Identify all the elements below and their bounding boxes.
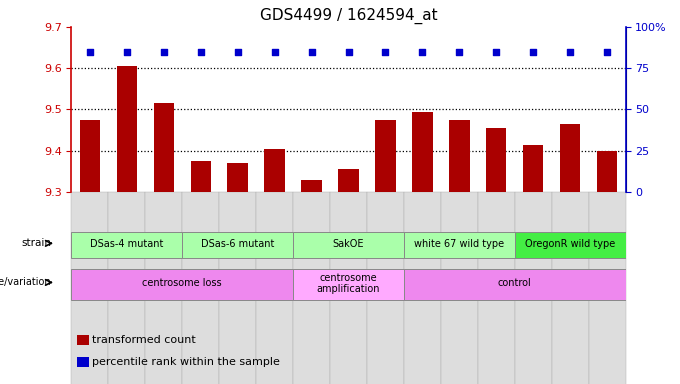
Bar [77, 358, 89, 367]
FancyBboxPatch shape [71, 192, 108, 384]
Point [528, 49, 539, 55]
Text: centrosome
amplification: centrosome amplification [317, 273, 380, 294]
Point [195, 49, 206, 55]
Point [84, 49, 95, 55]
Text: transformed count: transformed count [92, 335, 197, 345]
Text: SakOE: SakOE [333, 239, 364, 249]
Point [491, 49, 502, 55]
Point [565, 49, 576, 55]
Text: OregonR wild type: OregonR wild type [525, 239, 615, 249]
Bar [597, 151, 617, 192]
Bar [523, 144, 543, 192]
Bar [449, 120, 469, 192]
Point [417, 49, 428, 55]
Point [121, 49, 132, 55]
Point [269, 49, 280, 55]
Point [158, 49, 169, 55]
Point [380, 49, 391, 55]
FancyBboxPatch shape [293, 192, 330, 384]
FancyBboxPatch shape [182, 232, 293, 258]
FancyBboxPatch shape [404, 269, 626, 300]
FancyBboxPatch shape [146, 192, 182, 384]
FancyBboxPatch shape [293, 269, 404, 300]
Text: genotype/variation: genotype/variation [0, 277, 51, 288]
FancyBboxPatch shape [293, 232, 404, 258]
Bar [190, 161, 211, 192]
Bar [301, 180, 322, 192]
Bar [412, 111, 432, 192]
FancyBboxPatch shape [515, 232, 626, 258]
Point [602, 49, 613, 55]
FancyBboxPatch shape [108, 192, 146, 384]
Text: DSas-6 mutant: DSas-6 mutant [201, 239, 274, 249]
FancyBboxPatch shape [404, 232, 515, 258]
Bar [560, 124, 580, 192]
Point [306, 49, 317, 55]
Point [233, 49, 243, 55]
Text: white 67 wild type: white 67 wild type [414, 239, 505, 249]
Bar [80, 120, 100, 192]
Text: centrosome loss: centrosome loss [142, 278, 222, 288]
Bar [339, 169, 358, 192]
Text: percentile rank within the sample: percentile rank within the sample [92, 358, 280, 367]
Point [454, 49, 465, 55]
FancyBboxPatch shape [71, 269, 293, 300]
Bar [486, 128, 507, 192]
FancyBboxPatch shape [330, 192, 367, 384]
FancyBboxPatch shape [551, 192, 589, 384]
Title: GDS4499 / 1624594_at: GDS4499 / 1624594_at [260, 8, 437, 24]
FancyBboxPatch shape [71, 232, 182, 258]
FancyBboxPatch shape [219, 192, 256, 384]
FancyBboxPatch shape [441, 192, 478, 384]
Point [343, 49, 354, 55]
Text: DSas-4 mutant: DSas-4 mutant [90, 239, 163, 249]
Text: control: control [498, 278, 532, 288]
Text: strain: strain [21, 238, 51, 248]
FancyBboxPatch shape [478, 192, 515, 384]
FancyBboxPatch shape [515, 192, 551, 384]
Bar [77, 335, 89, 345]
Bar [117, 66, 137, 192]
Bar [265, 149, 285, 192]
FancyBboxPatch shape [404, 192, 441, 384]
Bar [154, 103, 174, 192]
FancyBboxPatch shape [589, 192, 626, 384]
Bar [375, 120, 396, 192]
Bar [228, 163, 248, 192]
FancyBboxPatch shape [256, 192, 293, 384]
FancyBboxPatch shape [182, 192, 219, 384]
FancyBboxPatch shape [367, 192, 404, 384]
